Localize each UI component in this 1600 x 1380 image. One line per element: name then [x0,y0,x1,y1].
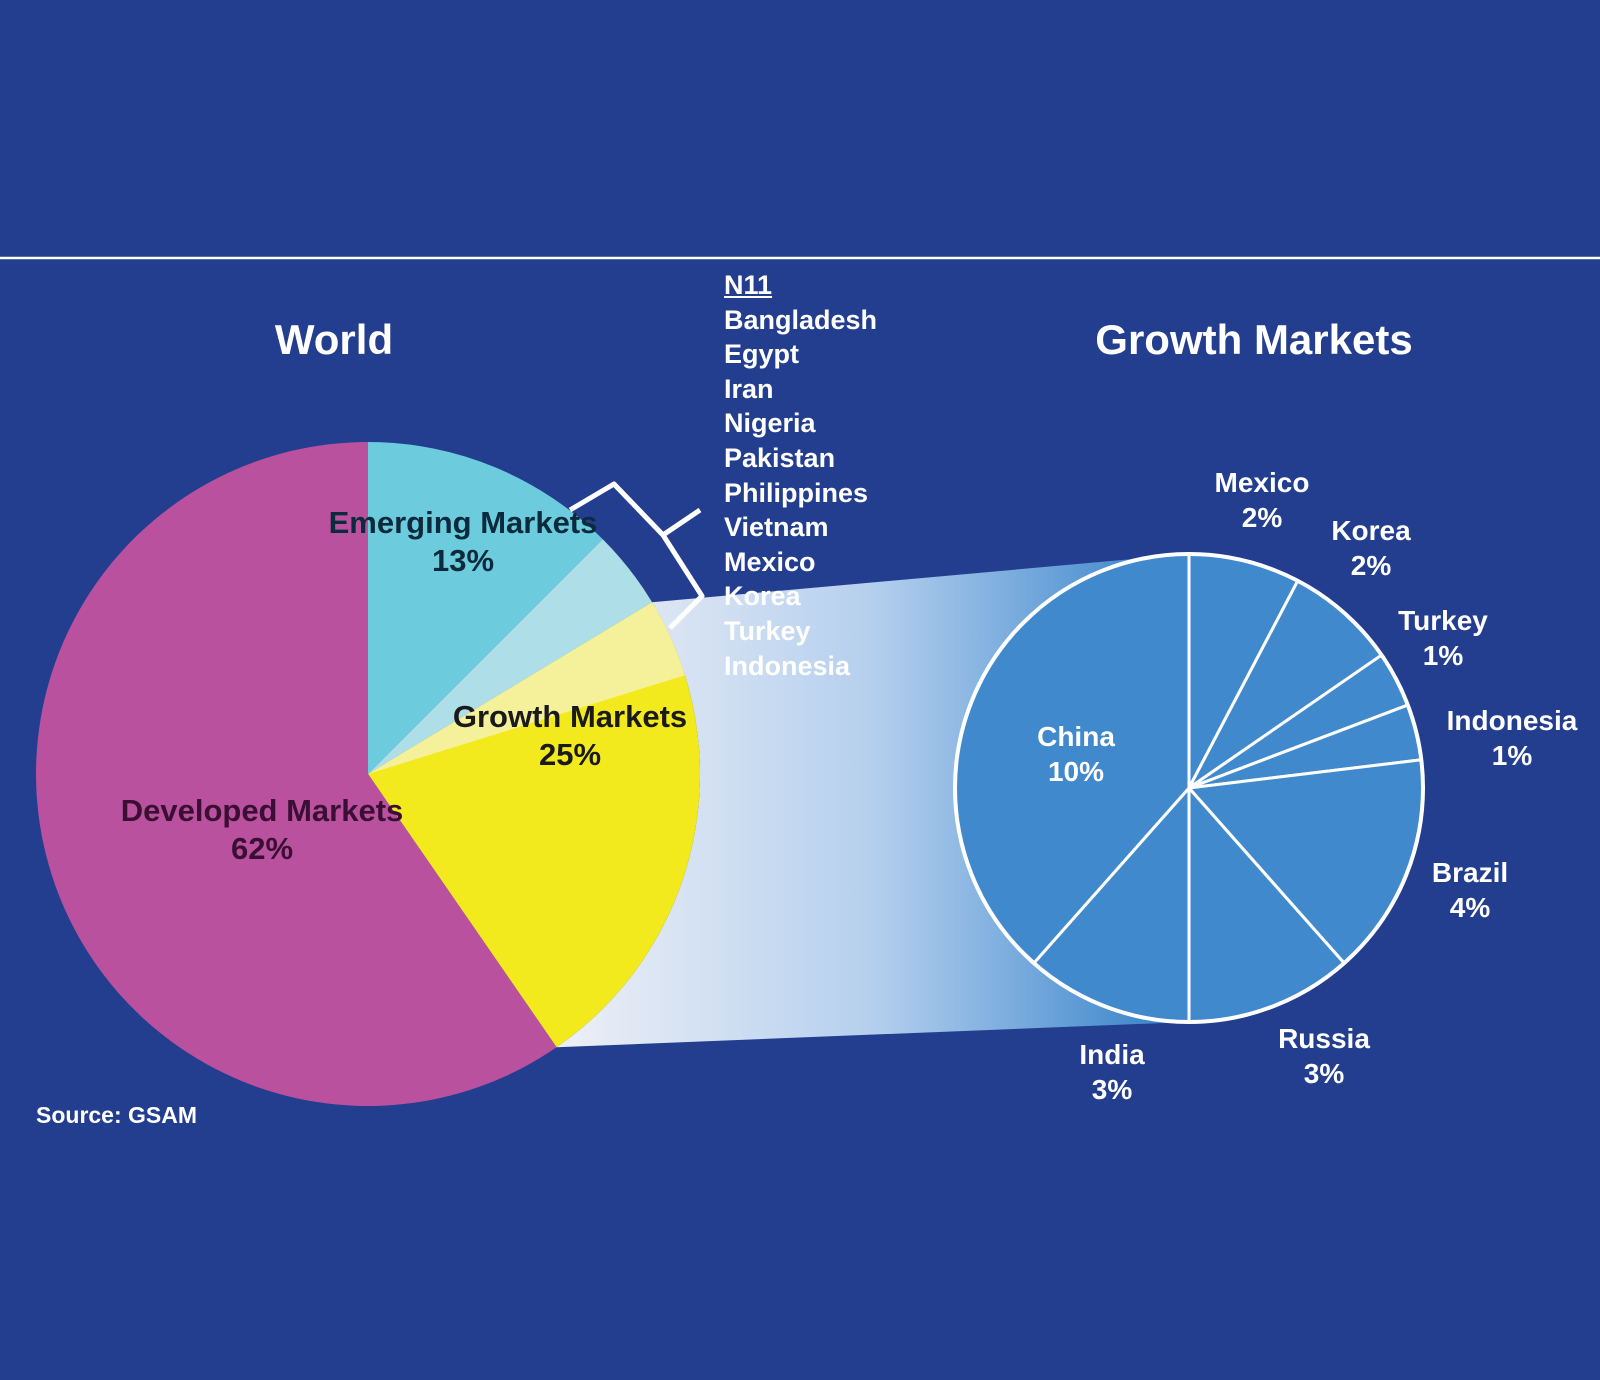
slice-value: 10% [1047,755,1105,787]
slice-name: India [1079,1039,1145,1070]
slice-value: 62% [230,831,294,867]
n11-country: Nigeria [724,408,816,439]
n11-country: Pakistan [724,442,836,473]
n11-country: Vietnam [724,512,829,543]
n11-bracket [568,481,702,538]
n11-title: N11 [724,270,773,300]
slice-name: Growth Markets [452,699,688,734]
slice-value: 4% [1449,891,1491,923]
slice-name: Korea [1331,515,1411,546]
label-korea: Korea 2% [1331,514,1410,583]
growth-markets-title: Growth Markets [1095,316,1413,363]
n11-country: Indonesia [724,650,851,681]
world-pie [35,442,700,1107]
slice-name: Brazil [1431,857,1509,888]
slice-name: Indonesia [1446,705,1578,736]
slice-name: Turkey [1398,605,1488,636]
n11-country: Philippines [724,477,869,508]
slice-growth-markets-highlight [368,602,685,774]
growth-pie-outline [953,552,1425,1024]
slice-n11 [368,539,653,774]
n11-country: Bangladesh [724,304,878,335]
slice-name: Mexico [1214,467,1310,498]
label-brazil: Brazil 4% [1432,856,1508,925]
label-turkey: Turkey 1% [1398,604,1488,673]
world-title: World [274,316,394,363]
label-emerging-markets: Emerging Markets 13% [329,504,598,581]
n11-country: Egypt [724,339,800,370]
slice-value: 2% [1350,549,1392,581]
label-growth-markets: Growth Markets 25% [453,698,687,775]
slice-value: 1% [1491,739,1533,771]
label-developed-markets: Developed Markets 62% [121,792,404,869]
n11-country-list: N11 Bangladesh Egypt Iran Nigeria Pakist… [724,268,877,683]
label-india: India 3% [1079,1038,1144,1107]
slice-emerging-markets [368,442,603,774]
slice-value: 2% [1241,501,1283,533]
slice-value: 13% [431,543,495,579]
slice-value: 3% [1091,1073,1133,1105]
slice-name: Emerging Markets [328,505,598,540]
n11-country: Iran [724,373,774,404]
slice-name: China [1037,721,1115,752]
label-indonesia: Indonesia 1% [1447,704,1578,773]
slice-value: 3% [1303,1057,1345,1089]
slice-value: 25% [538,737,602,773]
source-note: Source: GSAM [36,1102,198,1128]
n11-country: Korea [724,581,801,612]
slice-developed-markets [35,442,557,1107]
slice-growth-markets [368,602,700,1048]
label-china: China 10% [1037,720,1115,789]
slice-name: Developed Markets [120,793,404,828]
n11-country: Mexico [724,546,816,577]
slice-value: 1% [1422,639,1464,671]
n11-bracket-lower [660,533,705,630]
n11-country: Turkey [724,615,811,646]
slice-name: Russia [1278,1023,1370,1054]
label-russia: Russia 3% [1278,1022,1370,1091]
growth-markets-pie [953,552,1425,1024]
label-mexico: Mexico 2% [1215,466,1310,535]
